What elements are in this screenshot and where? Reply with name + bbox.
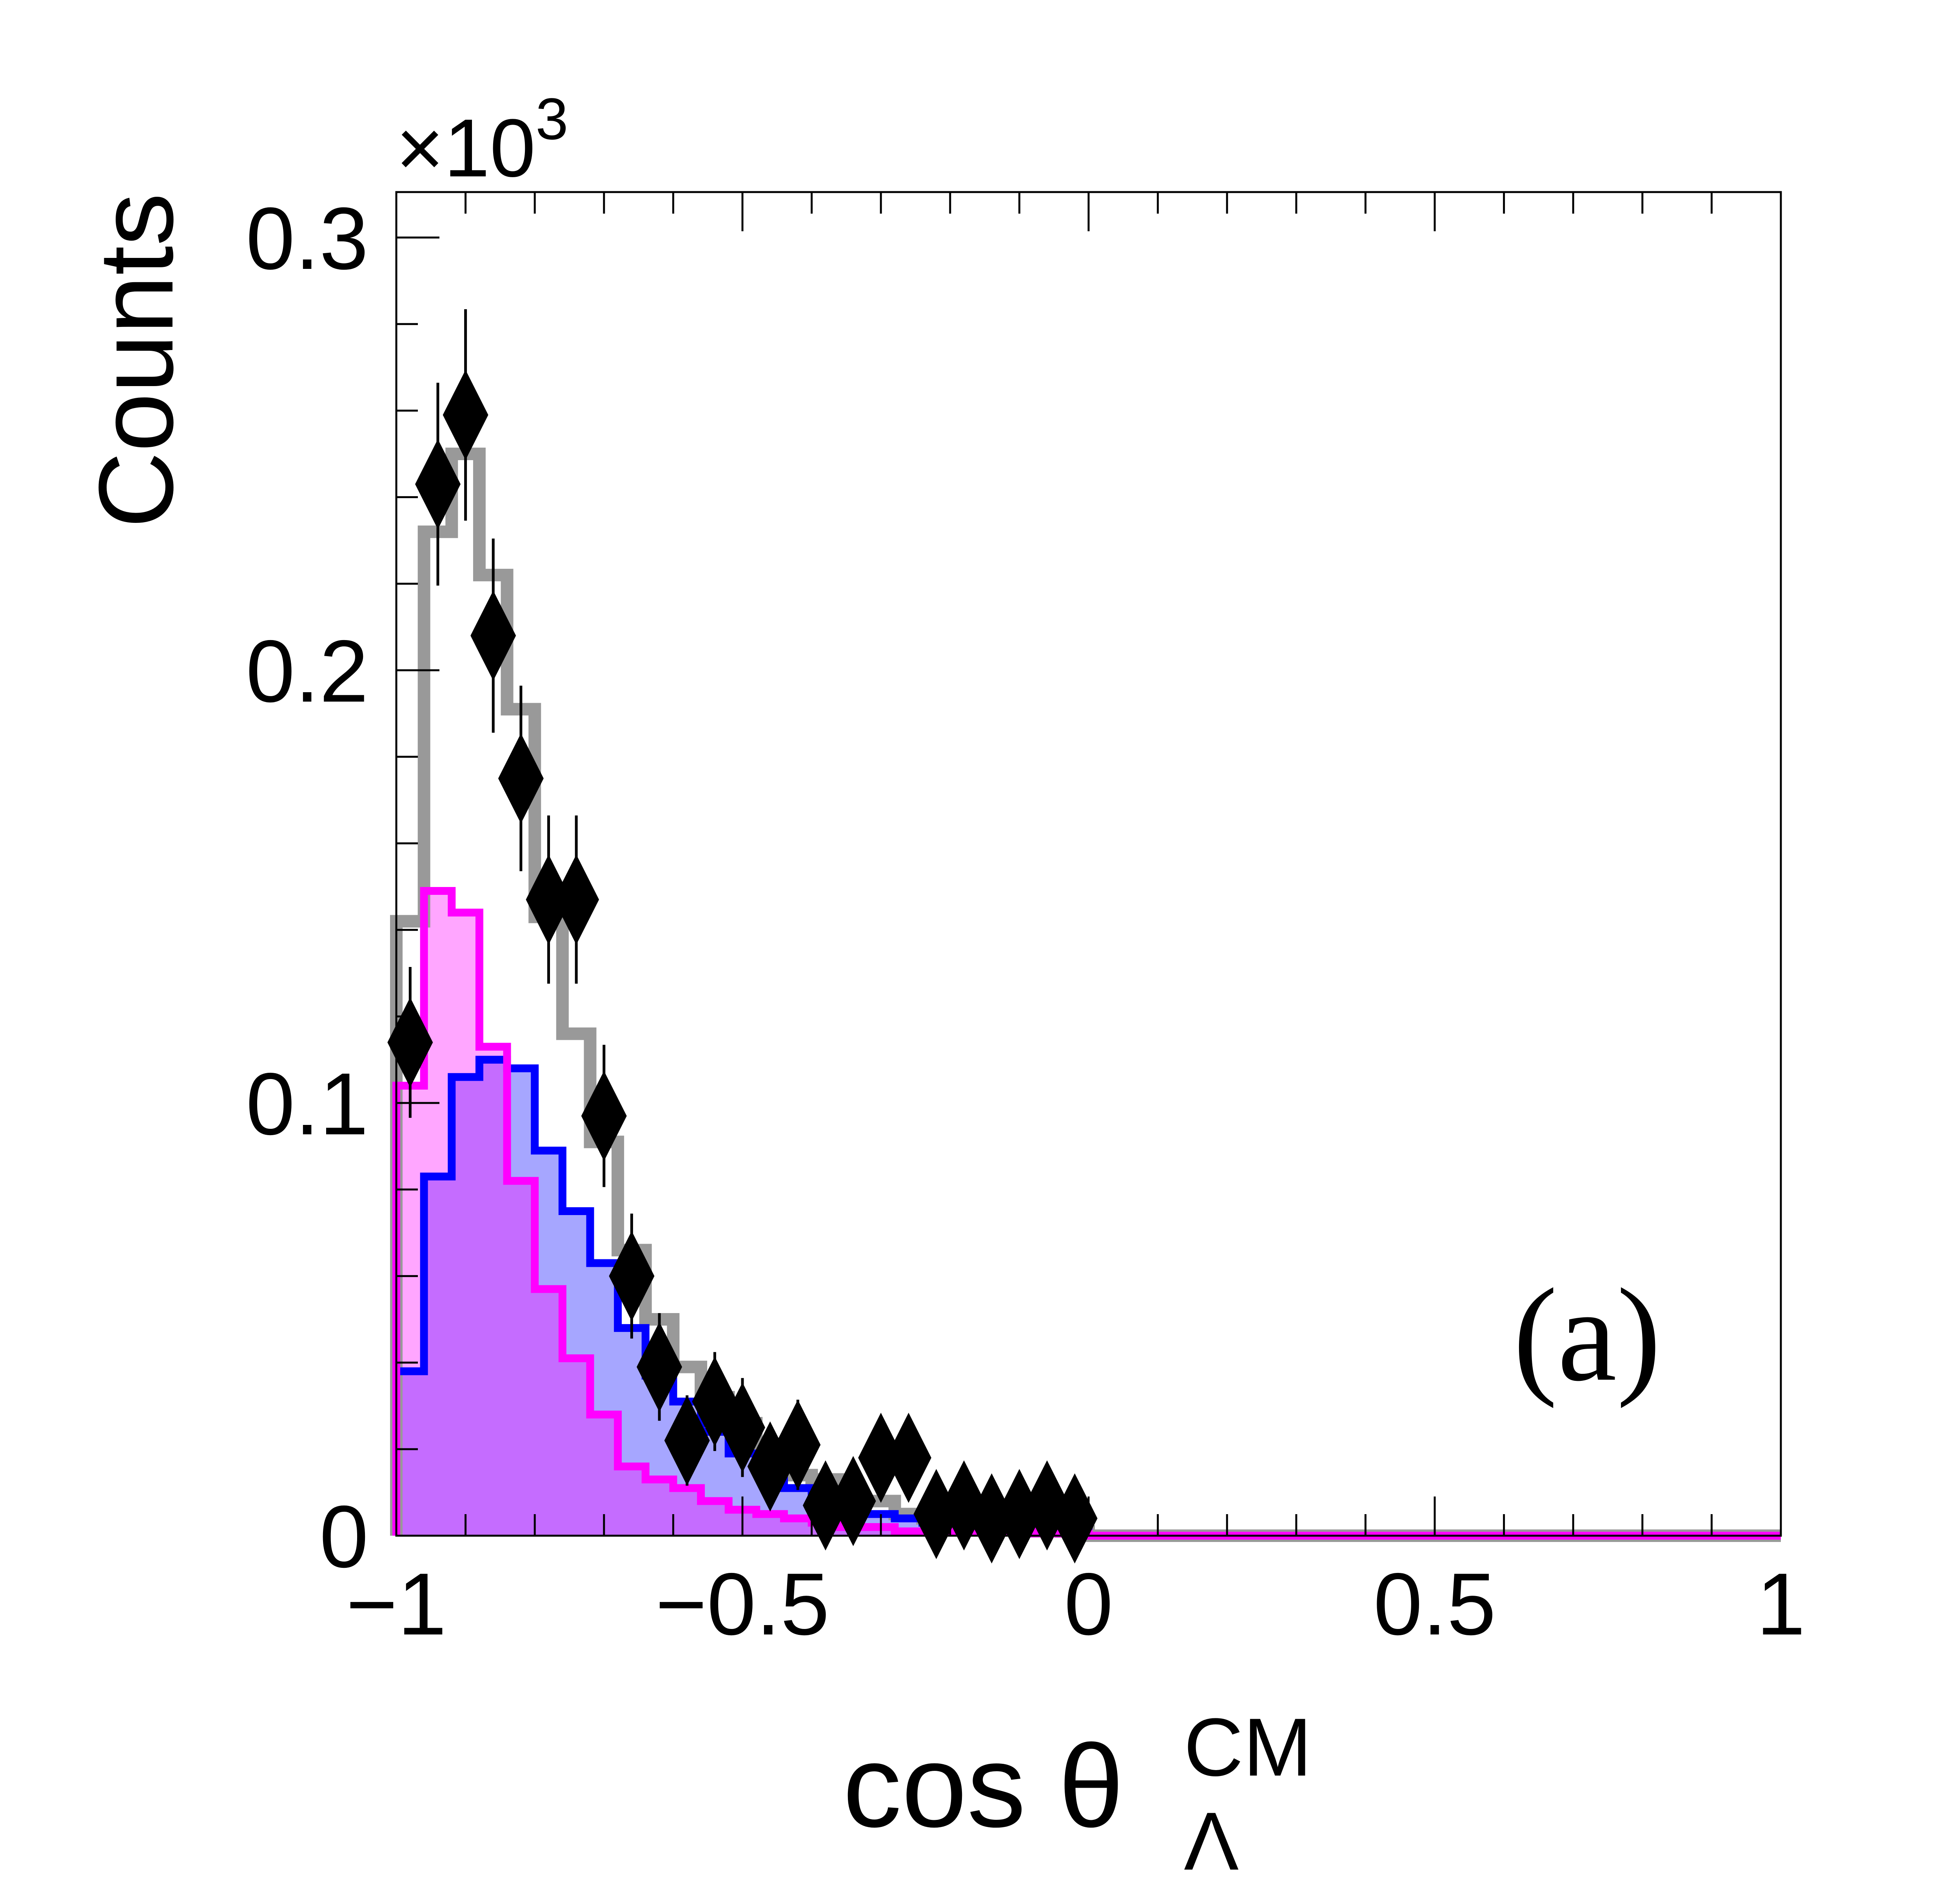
x-tick-label: 1	[1756, 1555, 1805, 1653]
x-axis-label: cos θ	[843, 1720, 1124, 1852]
data-point-marker	[609, 1231, 655, 1321]
y-tick-label: 0.1	[246, 1054, 368, 1153]
data-points	[387, 309, 1098, 1564]
data-point-marker	[969, 1473, 1014, 1564]
y-tick-label: 0.3	[246, 189, 368, 288]
data-point-marker	[554, 854, 599, 945]
x-tick-label: 0.5	[1374, 1555, 1496, 1653]
x-axis-label-superscript: CM	[1184, 1701, 1312, 1793]
x-tick-label: −0.5	[655, 1555, 829, 1653]
data-point-marker	[637, 1322, 682, 1412]
magenta-histogram-fill	[396, 891, 1781, 1536]
x-axis-label-subscript: Λ	[1184, 1795, 1239, 1887]
axis-ticks	[395, 192, 1782, 1537]
histogram-fills	[396, 891, 1781, 1536]
x-tick-label: 0	[1064, 1555, 1113, 1653]
data-point-marker	[664, 1395, 710, 1486]
data-point-marker	[498, 733, 544, 824]
data-point-marker	[415, 439, 461, 530]
data-point-marker	[886, 1413, 931, 1503]
panel-label: (a)	[1513, 1261, 1661, 1409]
x-tick-label: −1	[346, 1555, 447, 1653]
data-point-marker	[858, 1413, 904, 1503]
y-multiplier: ×103	[396, 86, 568, 194]
data-point-marker	[581, 1071, 627, 1161]
data-point-marker	[830, 1456, 876, 1546]
y-tick-label: 0	[319, 1487, 368, 1586]
y-tick-label: 0.2	[246, 622, 368, 720]
data-point-marker	[387, 997, 433, 1088]
data-point-marker	[1052, 1473, 1098, 1564]
data-point-marker	[802, 1460, 848, 1551]
data-point-marker	[470, 590, 516, 681]
data-point-marker	[443, 370, 488, 460]
data-point-marker	[720, 1382, 765, 1473]
y-axis-label: Counts	[77, 193, 195, 528]
data-point-marker	[526, 854, 572, 945]
data-point-marker	[775, 1400, 821, 1490]
